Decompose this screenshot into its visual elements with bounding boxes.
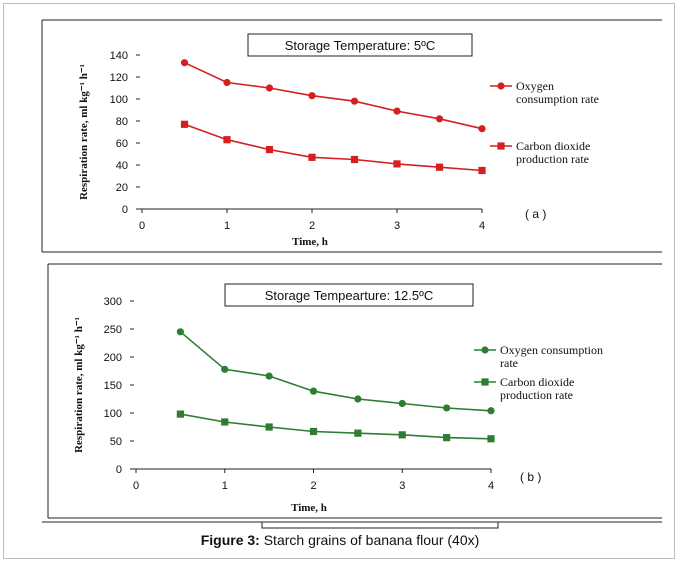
chart-a-series-2-point — [180, 120, 189, 128]
chart-b-title-box — [224, 283, 474, 307]
chart-a-legend-1-marker — [497, 82, 505, 90]
chart-a-y-axis-title: Respiration rate, ml kg⁻¹ h⁻¹ — [78, 64, 90, 200]
chart-b-title: Storage Tempearture: 12.5ºC — [265, 288, 434, 303]
chart-b-series-2-point — [309, 427, 318, 436]
figure-caption: Figure 3: Starch grains of banana flour … — [0, 532, 680, 548]
chart-a-series-1-point — [308, 92, 316, 100]
chart-a-series-1-point — [435, 115, 444, 123]
chart-b-series-1-point — [309, 387, 318, 395]
chart-a-series-2-line — [184, 123, 483, 172]
chart-a-y-tick-label: 120 — [110, 72, 128, 84]
chart-a-series-1-point — [393, 107, 401, 115]
chart-b-series-2-point — [443, 434, 451, 442]
chart-b-y-tick-label: 200 — [104, 352, 122, 364]
figure-frame — [3, 3, 675, 559]
chart-a-y-tick-label: 40 — [116, 160, 128, 172]
chart-b-series-1-point — [487, 407, 495, 415]
chart-b-y-tick-label: 100 — [104, 408, 122, 420]
chart-b-series-1-line — [179, 331, 492, 412]
chart-b-x-tick-label: 0 — [133, 480, 139, 492]
chart-a-title-box — [247, 33, 473, 57]
chart-a-series-1-point — [180, 59, 189, 67]
chart-b-legend-1-marker — [481, 346, 489, 354]
chart-b-x-tick-label: 1 — [222, 480, 228, 492]
chart-a-x-tick-label: 3 — [394, 220, 400, 232]
chart-a-series-1-line — [184, 61, 483, 130]
chart-b-y-tick-label: 150 — [104, 380, 122, 392]
chart-a-panel-label: ( a ) — [525, 207, 546, 221]
chart-a-x-tick-label: 1 — [224, 220, 230, 232]
chart-b-y-axis-title: Respiration rate, ml kg⁻¹ h⁻¹ — [73, 317, 85, 453]
chart-b-series-2-point — [487, 435, 495, 443]
chart-a-y-tick-label: 100 — [110, 94, 128, 106]
chart-a-series-2-point — [478, 166, 486, 175]
chart-b-series-1-point — [221, 365, 229, 373]
chart-b-x-tick-label: 2 — [310, 480, 316, 492]
chart-b-series-1-point — [354, 395, 362, 403]
chart-a-legend-1-text: consumption rate — [516, 92, 599, 106]
chart-a-series-1-point — [223, 78, 231, 87]
chart-b-series-2-point — [176, 410, 184, 418]
chart-panel-b: 0 1 2 3 4 0 50 100 150 200 250 300 Time, h Respiratio… — [47, 263, 662, 519]
chart-a-legend-2-marker — [497, 142, 505, 150]
chart-b-series-2-point — [221, 418, 229, 426]
chart-b-series-1-point — [176, 328, 184, 336]
chart-a-x-axis-title: Time, h — [292, 236, 328, 248]
chart-b-panel-label: ( b ) — [520, 470, 541, 484]
chart-a-y-tick-label: 140 — [110, 50, 128, 62]
chart-b-series-2-point — [265, 423, 273, 431]
chart-a-legend-2-text: production rate — [516, 152, 589, 166]
chart-b-series-2-point — [398, 431, 406, 439]
chart-a-y-tick-label: 80 — [116, 116, 128, 128]
chart-b-series-1-point — [443, 404, 451, 412]
chart-b-series-1-point — [265, 372, 273, 380]
chart-a-x-tick-label: 2 — [309, 220, 315, 232]
chart-b-series-2-point — [354, 429, 362, 437]
chart-b-x-axis-title: Time, h — [291, 502, 327, 514]
chart-b-series-1-point — [398, 399, 406, 408]
chart-b-y-tick-label: 50 — [110, 436, 122, 448]
chart-b-y-tick-label: 250 — [104, 324, 122, 336]
chart-b-legend-2-marker — [481, 378, 489, 386]
chart-b-y-tick-label: 300 — [104, 296, 122, 308]
chart-b-x-tick-label: 3 — [399, 480, 405, 492]
caption-prefix: Figure 3: — [200, 532, 260, 548]
chart-b-legend-2-text: Carbon dioxide — [500, 375, 574, 389]
chart-a-series-2-point — [223, 136, 231, 144]
chart-b-legend-1-text: Oxygen consumption — [500, 343, 603, 357]
chart-a-legend-1-text: Oxygen — [516, 79, 554, 93]
chart-a-y-tick-label: 60 — [116, 138, 128, 150]
chart-a-series-2-point — [265, 146, 274, 154]
chart-a-y-tick-label: 0 — [122, 204, 128, 216]
chart-b-x-tick-label: 4 — [488, 480, 494, 492]
chart-a-legend-2-text: Carbon dioxide — [516, 139, 590, 153]
panel-c-title-box — [261, 521, 499, 529]
chart-a-series-2-point — [393, 160, 401, 168]
chart-a-series-1-point — [350, 97, 359, 105]
chart-a-x-tick-label: 0 — [139, 220, 145, 232]
chart-b-legend-1-text: rate — [500, 356, 518, 370]
chart-a-y-tick-label: 20 — [116, 182, 128, 194]
chart-b-series-2-line — [180, 413, 492, 440]
chart-a-series-2-point — [308, 153, 316, 161]
chart-a-series-2-point — [350, 155, 359, 164]
caption-text: Starch grains of banana flour (40x) — [259, 532, 480, 548]
chart-a-x-tick-label: 4 — [479, 220, 485, 232]
chart-b-legend-2-text: production rate — [500, 388, 573, 402]
chart-a-series-1-point — [265, 84, 274, 92]
chart-a-title: Storage Temperature: 5ºC — [285, 38, 435, 53]
chart-a-series-1-point — [478, 125, 486, 133]
chart-b-y-tick-label: 0 — [116, 464, 122, 476]
chart-a-series-2-point — [435, 163, 444, 171]
